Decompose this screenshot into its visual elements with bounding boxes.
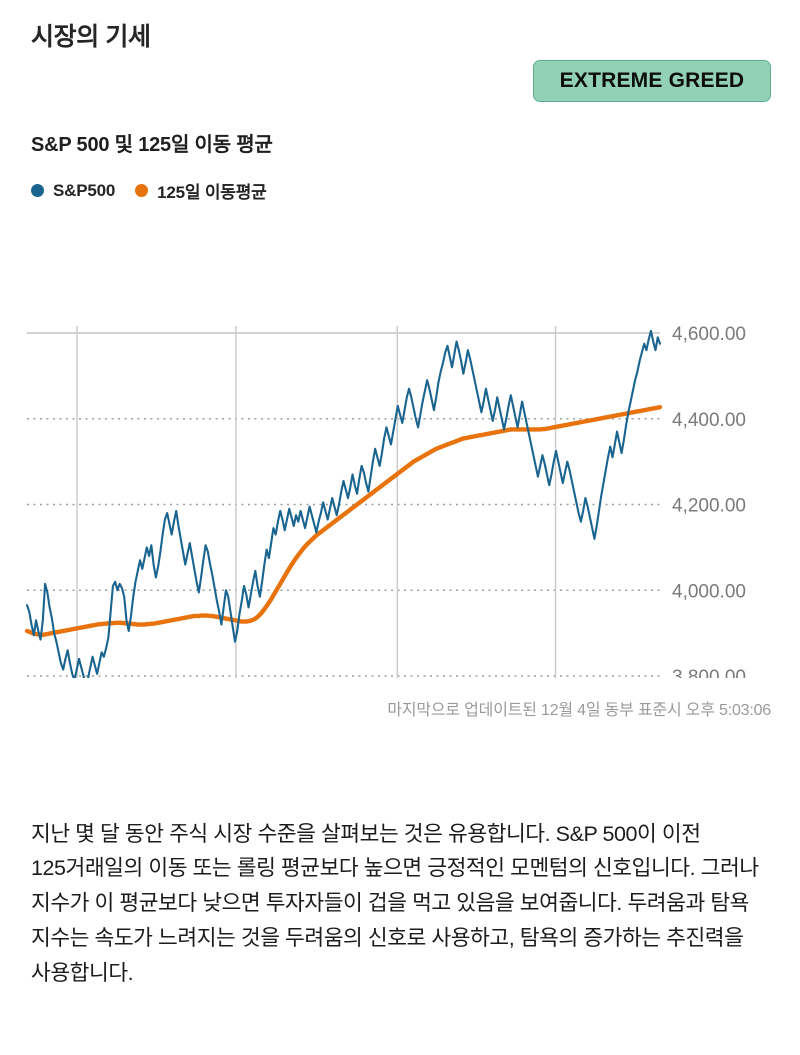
y-tick-label: 4,600.00 <box>672 324 746 345</box>
horizontal-gridlines <box>27 332 660 677</box>
y-tick-label: 3,800.00 <box>672 667 746 678</box>
y-tick-label: 4,200.00 <box>672 496 746 517</box>
page-title: 시장의 기세 <box>31 23 151 51</box>
line-chart-svg: 3,800.00 4,000.00 4,200.00 4,400.00 4,600.00… <box>24 324 746 678</box>
status-badge: EXTREME GREED <box>533 60 771 102</box>
chart-plot-area: 3,800.00 4,000.00 4,200.00 4,400.00 4,600.00… <box>0 216 800 678</box>
legend-label-sp500: S&P500 <box>53 180 116 200</box>
status-badge-label: EXTREME GREED <box>559 69 745 92</box>
y-axis-tick-labels: 3,800.00 4,000.00 4,200.00 4,400.00 4,600.00 <box>672 324 746 678</box>
last-updated-text: 마지막으로 업데이트된 12월 4일 동부 표준시 오후 5:03:06 <box>387 702 771 719</box>
legend-label-moving-average: 125일 이동평균 <box>157 183 267 202</box>
y-tick-label: 4,400.00 <box>672 410 746 431</box>
chart-title: S&P 500 및 125일 이동 평균 <box>31 134 273 156</box>
description-paragraph: 지난 몇 달 동안 주식 시장 수준을 살펴보는 것은 유용합니다. S&P 5… <box>31 821 759 985</box>
header: 시장의 기세 EXTREME GREED <box>0 0 800 118</box>
series-line-sp500 <box>25 329 662 678</box>
legend-item-moving-average: 125일 이동평균 <box>135 178 267 203</box>
dot-icon <box>135 184 149 197</box>
dot-icon <box>31 184 44 197</box>
y-tick-label: 4,000.00 <box>672 581 746 602</box>
chart-legend: S&P500 125일 이동평균 <box>31 178 267 203</box>
legend-item-sp500: S&P500 <box>31 181 115 201</box>
series-line-moving-average <box>24 404 663 638</box>
